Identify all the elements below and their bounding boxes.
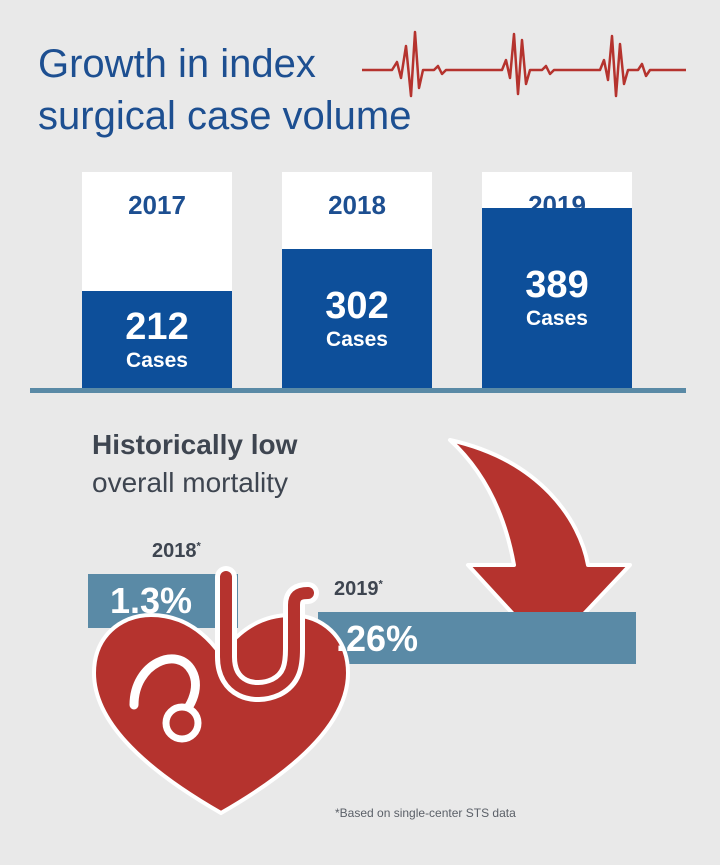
mortality-year-text: 2019 xyxy=(334,578,379,600)
chart-baseline xyxy=(30,388,686,393)
mortality-year-label: 2018* xyxy=(152,540,201,563)
case-bar xyxy=(282,249,432,390)
case-value: 212 xyxy=(125,305,189,348)
asterisk-mark: * xyxy=(378,578,383,591)
case-unit: Cases xyxy=(526,307,588,330)
case-unit: Cases xyxy=(126,348,188,372)
title-line-1: Growth in index xyxy=(38,42,316,86)
heartbeat-line-icon xyxy=(362,30,686,98)
mortality-bar xyxy=(318,612,636,664)
case-unit: Cases xyxy=(326,327,388,351)
mortality-title: Historically low xyxy=(92,429,298,460)
case-volume-chart: 2017 212 Cases 2018 302 Cases 2019 389 C… xyxy=(0,0,720,400)
case-value: 389 xyxy=(525,264,589,306)
mortality-heading: Historically low overall mortality xyxy=(92,426,297,502)
case-bar xyxy=(82,291,232,390)
case-column: 2017 212 Cases xyxy=(82,172,232,390)
footnote: *Based on single-center STS data xyxy=(335,806,516,820)
mortality-year-text: 2018 xyxy=(152,540,197,562)
heart-stethoscope-icon xyxy=(91,566,351,816)
title-line-2: surgical case volume xyxy=(38,94,412,138)
chart-title: Growth in index surgical case volume xyxy=(38,38,412,142)
case-bar xyxy=(482,208,632,390)
case-value: 302 xyxy=(325,284,389,327)
case-column: 2018 302 Cases xyxy=(282,172,432,390)
year-label: 2017 xyxy=(128,190,186,220)
mortality-value: .26% xyxy=(336,618,419,659)
mortality-value: 1.3% xyxy=(110,580,193,621)
mortality-subtitle: overall mortality xyxy=(92,467,289,498)
year-label: 2018 xyxy=(328,190,386,220)
asterisk-mark: * xyxy=(196,540,201,553)
case-column: 2019 389 Cases xyxy=(482,172,632,390)
down-arrow-icon xyxy=(448,438,632,654)
mortality-year-label: 2019* xyxy=(334,578,383,601)
